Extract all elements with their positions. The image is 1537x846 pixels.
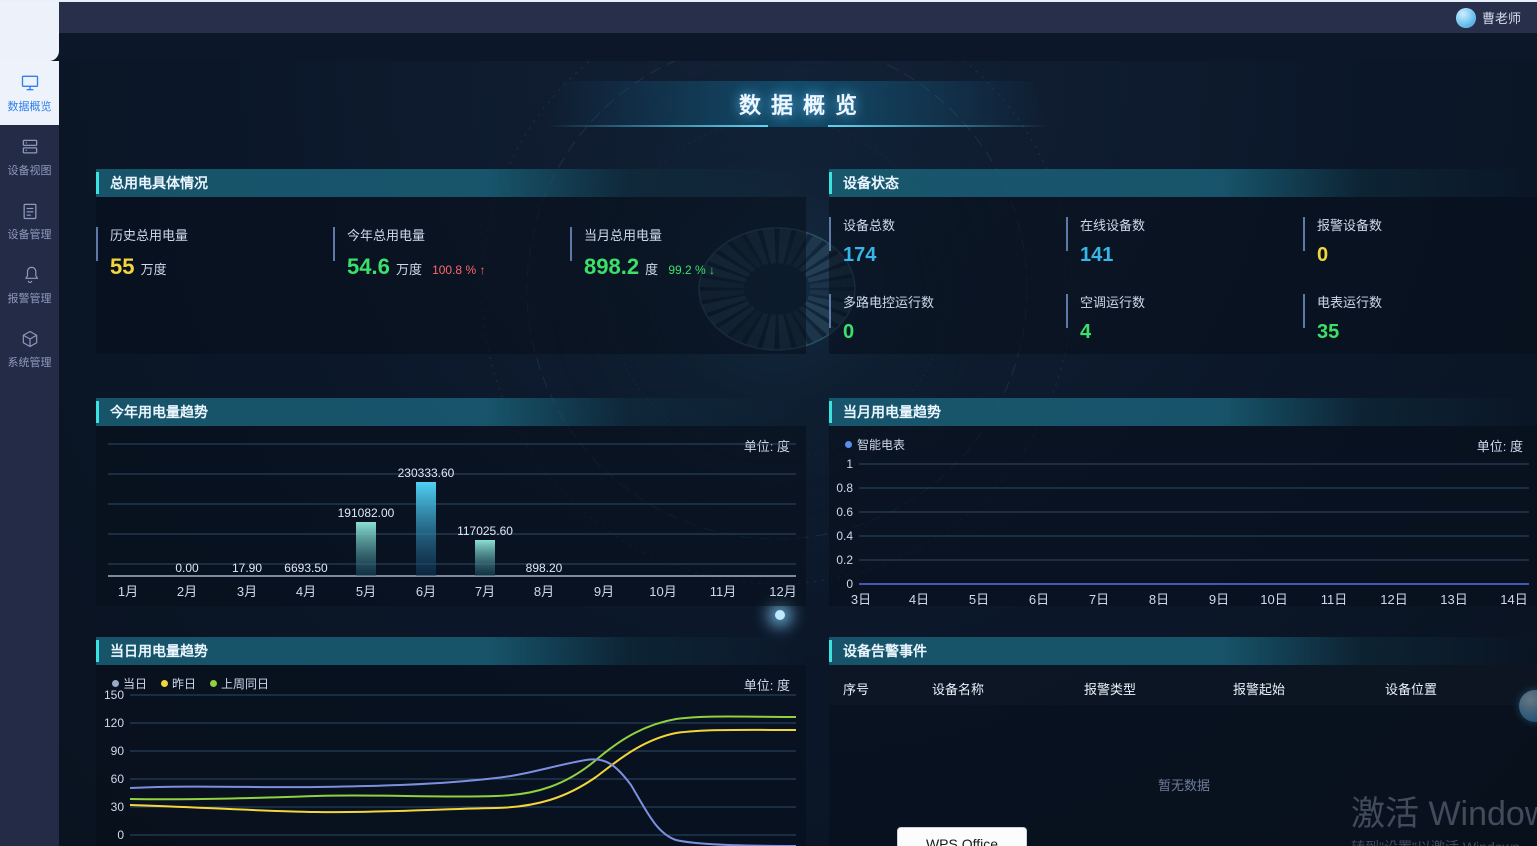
svg-text:60: 60 bbox=[111, 772, 125, 786]
svg-text:90: 90 bbox=[111, 744, 125, 758]
svg-text:120: 120 bbox=[104, 716, 124, 730]
svg-text:6日: 6日 bbox=[1029, 592, 1049, 606]
svg-text:6月: 6月 bbox=[416, 584, 436, 599]
svg-text:9月: 9月 bbox=[594, 584, 614, 599]
svg-text:0.8: 0.8 bbox=[836, 481, 853, 495]
svg-text:0.00: 0.00 bbox=[175, 561, 199, 575]
svg-text:6693.50: 6693.50 bbox=[284, 561, 328, 575]
svg-text:5月: 5月 bbox=[356, 584, 376, 599]
svg-text:12月: 12月 bbox=[769, 584, 796, 599]
svg-text:14日: 14日 bbox=[1500, 592, 1527, 606]
svg-text:4月: 4月 bbox=[296, 584, 316, 599]
svg-text:5日: 5日 bbox=[969, 592, 989, 606]
svg-text:10日: 10日 bbox=[1260, 592, 1287, 606]
svg-text:2月: 2月 bbox=[177, 584, 197, 599]
svg-text:0.4: 0.4 bbox=[836, 529, 853, 543]
svg-text:150: 150 bbox=[104, 688, 124, 702]
svg-text:191082.00: 191082.00 bbox=[338, 506, 395, 520]
svg-text:7月: 7月 bbox=[475, 584, 495, 599]
svg-text:11日: 11日 bbox=[1321, 592, 1348, 606]
svg-text:0: 0 bbox=[117, 828, 124, 842]
svg-text:13日: 13日 bbox=[1440, 592, 1467, 606]
svg-text:117025.60: 117025.60 bbox=[457, 524, 513, 538]
svg-text:230333.60: 230333.60 bbox=[398, 466, 455, 480]
svg-text:8月: 8月 bbox=[534, 584, 554, 599]
svg-text:3月: 3月 bbox=[237, 584, 257, 599]
svg-text:0.6: 0.6 bbox=[836, 505, 853, 519]
svg-text:8日: 8日 bbox=[1149, 592, 1169, 606]
svg-text:1: 1 bbox=[846, 457, 853, 471]
svg-text:17.90: 17.90 bbox=[232, 561, 262, 575]
svg-text:9日: 9日 bbox=[1209, 592, 1229, 606]
svg-text:0: 0 bbox=[846, 577, 853, 591]
svg-text:7日: 7日 bbox=[1089, 592, 1109, 606]
svg-text:11月: 11月 bbox=[710, 584, 737, 599]
svg-text:898.20: 898.20 bbox=[526, 561, 563, 575]
svg-text:10月: 10月 bbox=[649, 584, 676, 599]
svg-text:3日: 3日 bbox=[851, 592, 871, 606]
svg-text:30: 30 bbox=[111, 800, 125, 814]
svg-text:4日: 4日 bbox=[909, 592, 929, 606]
svg-text:0.2: 0.2 bbox=[836, 553, 853, 567]
svg-text:1月: 1月 bbox=[118, 584, 138, 599]
svg-text:12日: 12日 bbox=[1380, 592, 1407, 606]
